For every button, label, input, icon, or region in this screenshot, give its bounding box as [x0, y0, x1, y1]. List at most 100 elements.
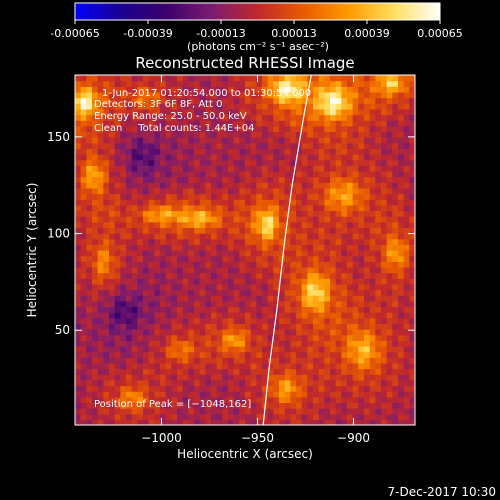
- heatmap-cell: [137, 233, 144, 240]
- colorbar-tick-label: -0.00013: [196, 27, 245, 40]
- heatmap-cell: [75, 329, 82, 336]
- heatmap-cell: [352, 266, 359, 274]
- heatmap-cell: [171, 210, 178, 217]
- heatmap-cell: [267, 142, 274, 149]
- heatmap-cell: [250, 374, 257, 381]
- heatmap-cell: [126, 340, 133, 347]
- heatmap-cell: [228, 334, 235, 341]
- heatmap-cell: [205, 159, 212, 166]
- heatmap-cell: [267, 154, 274, 161]
- heatmap-cell: [409, 334, 415, 341]
- heatmap-cell: [398, 255, 405, 262]
- heatmap-cell: [296, 295, 303, 302]
- heatmap-cell: [358, 154, 365, 161]
- heatmap-cell: [267, 120, 274, 127]
- heatmap-cell: [126, 204, 133, 212]
- heatmap-cell: [194, 187, 201, 195]
- heatmap-cell: [409, 413, 415, 420]
- heatmap-cell: [86, 221, 93, 229]
- heatmap-cell: [148, 250, 155, 257]
- heatmap-cell: [313, 125, 320, 133]
- heatmap-cell: [120, 187, 127, 195]
- heatmap-cell: [188, 283, 195, 291]
- heatmap-cell: [352, 368, 359, 375]
- heatmap-cell: [364, 120, 371, 127]
- heatmap-cell: [330, 91, 337, 99]
- heatmap-cell: [352, 244, 359, 251]
- heatmap-cell: [341, 75, 348, 82]
- heatmap-cell: [403, 210, 410, 217]
- heatmap-cell: [199, 216, 206, 223]
- heatmap-cell: [154, 244, 161, 251]
- heatmap-cell: [301, 137, 308, 144]
- heatmap-cell: [148, 154, 155, 161]
- heatmap-cell: [177, 368, 184, 375]
- heatmap-cell: [233, 334, 240, 341]
- heatmap-cell: [262, 323, 269, 330]
- heatmap-cell: [403, 221, 410, 229]
- heatmap-cell: [341, 233, 348, 240]
- heatmap-cell: [177, 351, 184, 358]
- heatmap-cell: [318, 244, 325, 251]
- heatmap-cell: [318, 391, 325, 398]
- heatmap-cell: [103, 261, 110, 268]
- heatmap-cell: [335, 396, 342, 404]
- heatmap-cell: [222, 323, 229, 330]
- heatmap-cell: [194, 357, 201, 364]
- heatmap-cell: [154, 317, 161, 324]
- heatmap-cell: [352, 165, 359, 172]
- heatmap-cell: [256, 255, 263, 262]
- heatmap-cell: [137, 221, 144, 229]
- heatmap-cell: [386, 300, 393, 308]
- heatmap-cell: [392, 306, 399, 313]
- heatmap-cell: [290, 142, 297, 149]
- heatmap-cell: [335, 199, 342, 206]
- heatmap-cell: [313, 244, 320, 251]
- heatmap-cell: [279, 334, 286, 341]
- heatmap-cell: [262, 374, 269, 381]
- heatmap-cell: [131, 419, 138, 425]
- heatmap-cell: [381, 154, 388, 161]
- heatmap-cell: [131, 323, 138, 330]
- heatmap-cell: [188, 385, 195, 392]
- heatmap-cell: [267, 278, 274, 285]
- heatmap-cell: [233, 216, 240, 223]
- heatmap-cell: [211, 283, 218, 291]
- heatmap-cell: [245, 413, 252, 420]
- heatmap-cell: [335, 391, 342, 398]
- heatmap-cell: [148, 385, 155, 392]
- heatmap-cell: [228, 317, 235, 324]
- heatmap-cell: [398, 131, 405, 138]
- heatmap-cell: [364, 91, 371, 99]
- footer-timestamp: 7-Dec-2017 10:30: [388, 485, 496, 499]
- heatmap-cell: [369, 221, 376, 229]
- heatmap-cell: [403, 187, 410, 195]
- heatmap-cell: [284, 300, 291, 308]
- heatmap-cell: [245, 289, 252, 296]
- heatmap-cell: [403, 283, 410, 291]
- heatmap-cell: [409, 340, 415, 347]
- heatmap-cell: [324, 368, 331, 375]
- heatmap-cell: [131, 159, 138, 166]
- heatmap-cell: [160, 379, 167, 387]
- heatmap-cell: [290, 244, 297, 251]
- heatmap-cell: [245, 142, 252, 149]
- heatmap-cell: [386, 233, 393, 240]
- heatmap-cell: [279, 419, 286, 425]
- heatmap-cell: [92, 385, 99, 392]
- heatmap-cell: [301, 374, 308, 381]
- heatmap-cell: [341, 187, 348, 195]
- heatmap-cell: [80, 75, 87, 82]
- heatmap-cell: [137, 250, 144, 257]
- heatmap-cell: [324, 413, 331, 420]
- heatmap-cell: [352, 419, 359, 425]
- heatmap-cell: [398, 216, 405, 223]
- heatmap-cell: [313, 142, 320, 149]
- heatmap-cell: [228, 300, 235, 308]
- heatmap-cell: [182, 396, 189, 404]
- heatmap-cell: [188, 148, 195, 155]
- heatmap-cell: [228, 340, 235, 347]
- heatmap-cell: [381, 368, 388, 375]
- heatmap-cell: [211, 159, 218, 166]
- heatmap-cell: [92, 368, 99, 375]
